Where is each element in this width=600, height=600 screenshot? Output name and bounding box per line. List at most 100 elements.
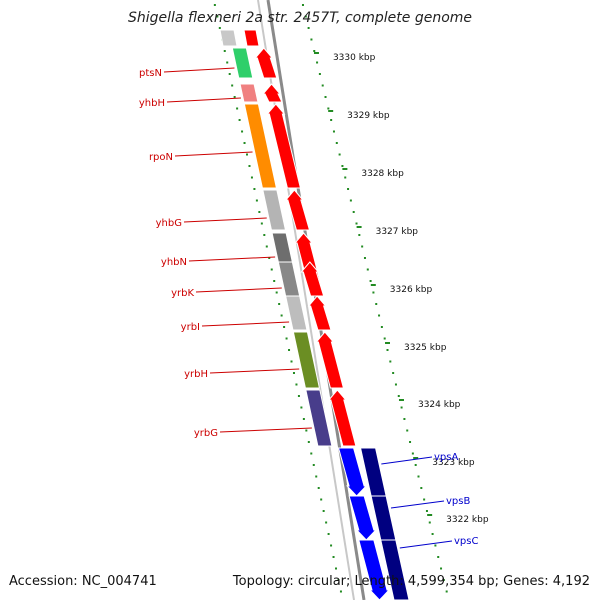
ruler-dot (241, 130, 244, 133)
ruler-dot (358, 234, 361, 236)
ruler-dot (363, 257, 366, 259)
ruler-dot (327, 533, 330, 535)
scale-label: 3327 kbp (376, 227, 419, 237)
gene-arrow-yhbG (284, 189, 311, 231)
ruler-dot (301, 4, 304, 6)
gene-label-ptsN: ptsN (139, 68, 162, 79)
ruler-dot (297, 395, 300, 397)
gene-bar-yhbG (262, 189, 287, 231)
gene-arrow-rpoN (266, 103, 302, 189)
ruler-dot (322, 510, 325, 512)
ruler-dot (325, 521, 328, 524)
ruler-dot (270, 268, 273, 271)
gene-label-yhbN: yhbN (161, 257, 187, 268)
ruler-dot (253, 188, 256, 190)
gene-leader (399, 540, 453, 549)
ruler-dot (295, 383, 298, 386)
ruler-dot (233, 96, 236, 98)
ruler-dot (425, 510, 428, 512)
ruler-dot (310, 38, 313, 41)
ruler-dot (318, 73, 321, 75)
ruler-dot (434, 544, 437, 547)
ruler-dot (321, 84, 324, 87)
ruler-dot (283, 326, 286, 328)
ruler-dot (285, 337, 288, 340)
ruler-dot (338, 153, 341, 156)
ruler-dot (442, 579, 445, 581)
gene-arrow-vpsA (337, 447, 368, 497)
scale-label: 3325 kbp (404, 343, 447, 353)
ruler-dot (366, 268, 369, 271)
ruler-dot (349, 199, 352, 202)
ruler-dot (278, 303, 281, 305)
ruler-dot (386, 349, 389, 351)
ruler-dot (315, 475, 318, 478)
ruler-dot (369, 280, 372, 282)
gene-leader (174, 151, 253, 157)
gene-arrow-vpsB (348, 495, 377, 541)
scale-label: 3323 kbp (432, 458, 475, 468)
ruler-dot (440, 567, 443, 570)
ruler-dot (332, 556, 335, 558)
ruler-dot (341, 165, 344, 167)
gene-arrow-yrbI (307, 295, 332, 331)
ruler-dot (409, 441, 412, 443)
ruler-dot (248, 165, 251, 167)
ruler-dot (389, 360, 392, 363)
ruler-dot (411, 452, 414, 455)
ruler-dot (332, 130, 335, 133)
ruler-dot (313, 50, 316, 52)
ruler-dot (255, 199, 258, 202)
accession-text: Accession: NC_004741 (9, 574, 157, 589)
ruler-dot (312, 464, 315, 466)
ruler-dot (275, 291, 278, 294)
scale-label: 3329 kbp (347, 111, 390, 121)
gene-arrow-vpsC (358, 539, 391, 600)
ruler-dot (260, 222, 263, 225)
ruler-dot (265, 245, 268, 248)
ruler-dot (263, 234, 266, 236)
gene-label-vpsB: vpsB (446, 496, 470, 507)
ruler-dot (335, 142, 338, 144)
ruler-dot (246, 153, 249, 156)
ruler-dot (339, 590, 342, 593)
scale-label: 3326 kbp (390, 285, 433, 295)
scale-label: 3328 kbp (361, 169, 404, 179)
ruler-dot (213, 4, 216, 6)
gene-bar-yrbK (277, 261, 301, 297)
ruler-dot (335, 567, 338, 570)
ruler-dot (392, 372, 395, 374)
ruler-dot (290, 360, 293, 363)
ruler-dot (337, 579, 340, 581)
ruler-dot (316, 61, 319, 64)
ruler-dot (383, 337, 386, 340)
ruler-dot (414, 464, 417, 466)
gene-label-vpsA: vpsA (434, 452, 458, 463)
gene-label-yrbG: yrbG (194, 428, 218, 439)
gene-label-yhbH: yhbH (139, 98, 165, 109)
ruler-dot (417, 475, 420, 478)
ruler-dot (400, 406, 403, 409)
gene-leader (183, 217, 267, 223)
map-title: Shigella flexneri 2a str. 2457T, complet… (127, 10, 473, 26)
gene-arrow-ptsN (254, 47, 278, 79)
gene-bar-vpsC (380, 539, 410, 600)
scale-label: 3322 kbp (446, 515, 489, 525)
ruler-dot (320, 498, 323, 501)
ruler-dot (238, 119, 241, 121)
ruler-dot (403, 418, 406, 420)
gene-arrow-yrbH (315, 331, 345, 389)
gene-leader (381, 456, 433, 465)
ruler-dot (300, 406, 303, 409)
scale-label: 3330 kbp (333, 53, 376, 63)
ruler-dot (330, 544, 333, 547)
gene-leader (201, 321, 290, 327)
gene-bar-rpoN (243, 103, 278, 189)
ruler-dot (216, 15, 219, 18)
ruler-dot (288, 349, 291, 351)
ruler-dot (307, 27, 310, 29)
ruler-dot (304, 15, 307, 18)
ruler-dot (437, 556, 440, 558)
ruler-dot (292, 372, 295, 374)
ruler-dot (243, 142, 246, 144)
